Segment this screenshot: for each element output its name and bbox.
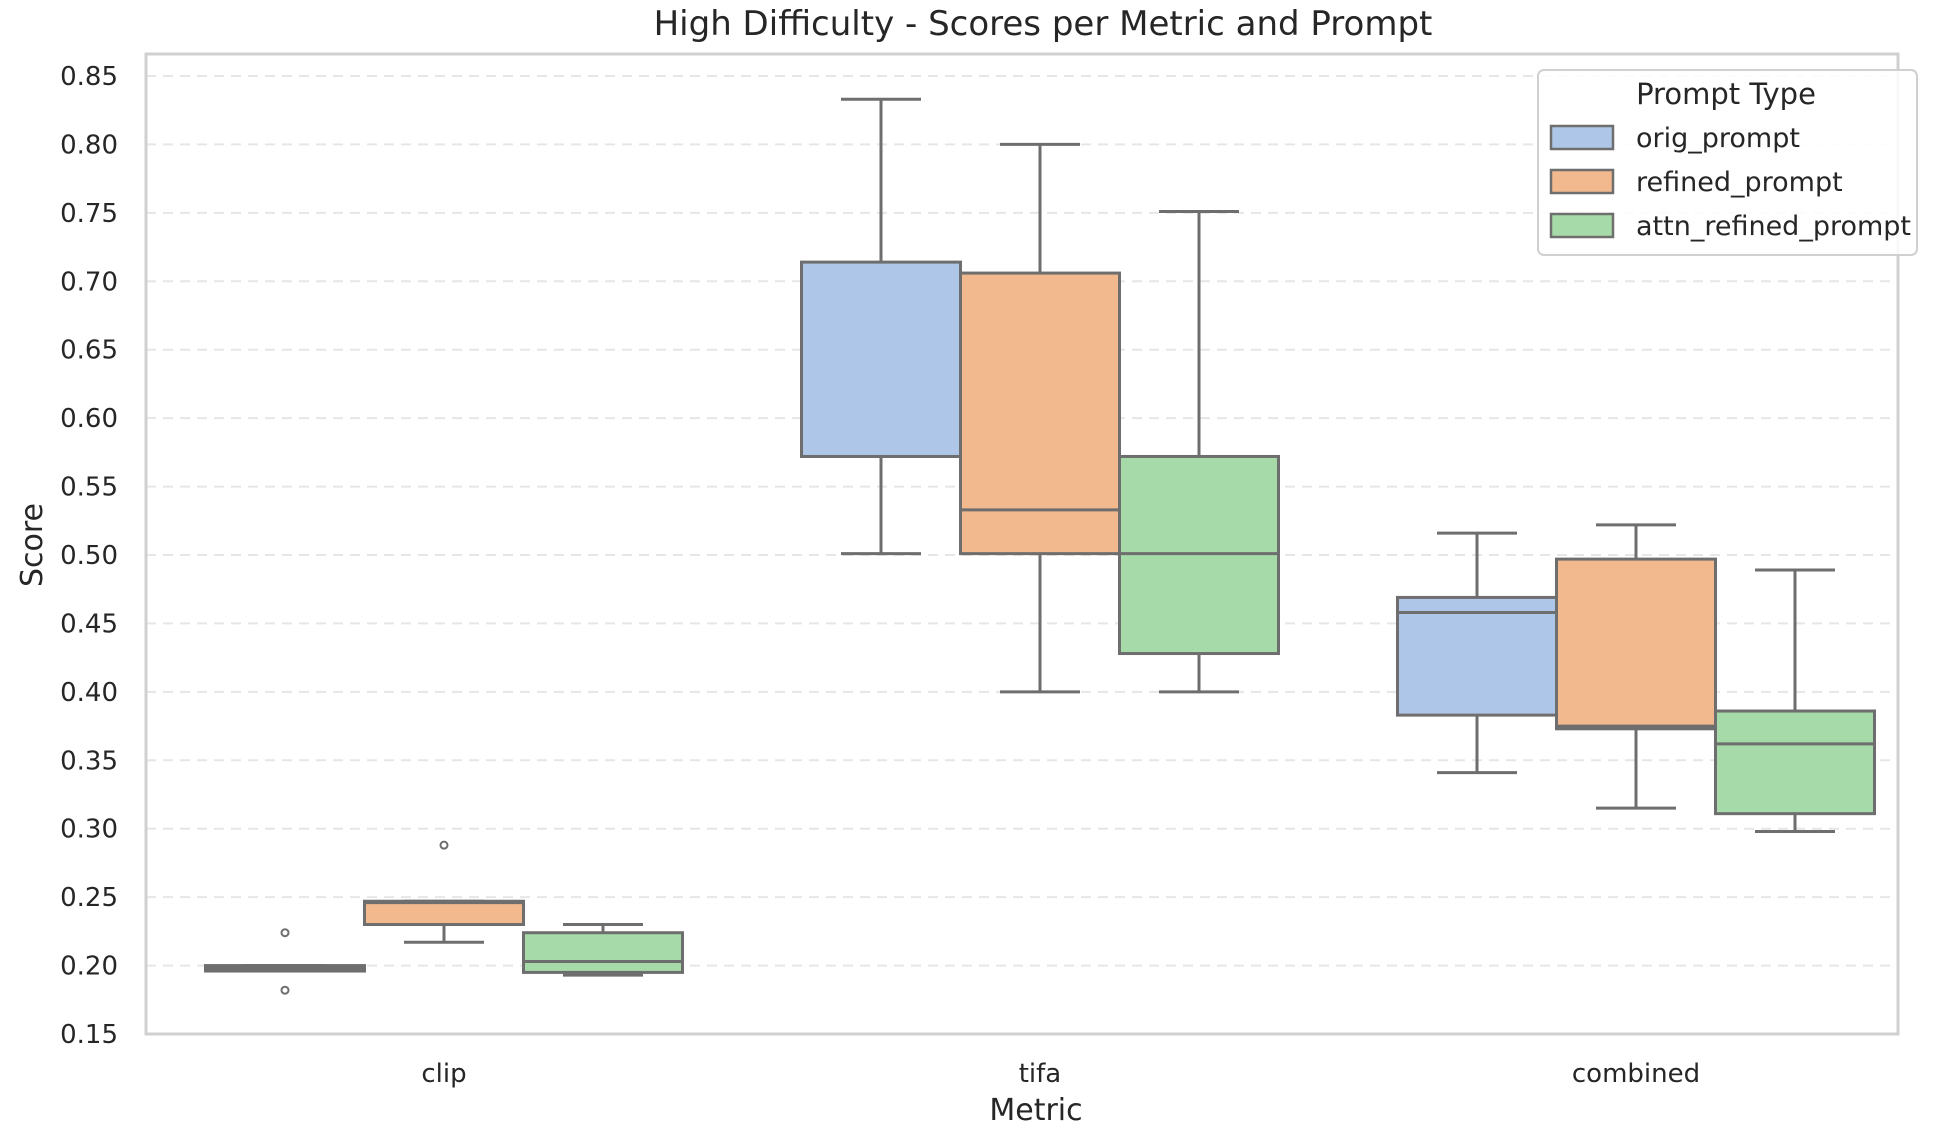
y-tick-label: 0.50 [60, 541, 118, 571]
legend-label: refined_prompt [1636, 167, 1843, 198]
legend: Prompt Type orig_prompt refined_promptatt… [1537, 69, 1918, 256]
iqr-box [1555, 557, 1717, 731]
y-tick-label: 0.80 [60, 130, 118, 160]
legend-label: attn_refined_prompt [1636, 211, 1911, 242]
x-tick-label: combined [1572, 1059, 1700, 1089]
iqr-box [363, 899, 525, 927]
legend-swatch [1549, 168, 1615, 195]
x-tick-label: tifa [1019, 1059, 1062, 1089]
y-axis-ticks: 0.15 0.20 0.25 0.30 0.35 0.40 0.45 0.50 0.55 0.60… [60, 62, 118, 1050]
y-tick-label: 0.45 [60, 609, 118, 639]
y-tick-label: 0.40 [60, 678, 118, 708]
iqr-box [959, 271, 1121, 556]
iqr-box [1396, 595, 1558, 717]
plot-area-frame [144, 52, 1900, 1036]
y-tick-label: 0.20 [60, 952, 118, 982]
chart-title: High Difficulty - Scores per Metric and … [654, 4, 1433, 44]
legend-swatch [1549, 212, 1615, 239]
box-refined_prompt-tifa [959, 142, 1121, 694]
box-attn_refined_prompt-combined [1714, 568, 1876, 833]
y-tick-label: 0.65 [60, 336, 118, 366]
box-orig_prompt-tifa [800, 97, 962, 556]
y-tick-label: 0.25 [60, 883, 118, 913]
legend-item-orig_prompt: orig_prompt [1549, 123, 1800, 154]
box-orig_prompt-clip [204, 928, 366, 995]
y-tick-label: 0.75 [60, 199, 118, 229]
y-tick-label: 0.55 [60, 473, 118, 503]
legend-item-attn_refined_prompt: attn_refined_prompt [1549, 211, 1911, 242]
legend-title: Prompt Type [1636, 77, 1816, 111]
box-attn_refined_prompt-tifa [1118, 209, 1280, 694]
iqr-box [1714, 709, 1876, 816]
y-tick-label: 0.60 [60, 404, 118, 434]
legend-swatch [1549, 124, 1615, 151]
legend-items: orig_prompt refined_prompt attn_refined_pr… [1549, 123, 1911, 242]
box-attn_refined_prompt-clip [522, 923, 684, 977]
iqr-box [522, 931, 684, 974]
box-orig_prompt-combined [1396, 531, 1558, 775]
box-refined_prompt-clip [363, 840, 525, 944]
legend-label: orig_prompt [1636, 123, 1800, 154]
y-tick-label: 0.30 [60, 815, 118, 845]
y-tick-label: 0.35 [60, 746, 118, 776]
x-axis-label: Metric [989, 1093, 1082, 1128]
y-tick-label: 0.70 [60, 267, 118, 297]
outlier-point [439, 840, 449, 850]
outlier-point [280, 985, 290, 995]
outlier-point [280, 928, 290, 938]
y-tick-label: 0.15 [60, 1020, 118, 1050]
boxes [204, 97, 1876, 995]
x-axis-ticks: clip tifa combined [421, 1059, 1700, 1089]
legend-frame [1537, 69, 1918, 256]
legend-item-refined_prompt: refined_prompt [1549, 167, 1843, 198]
y-axis-label: Score [15, 503, 50, 587]
x-tick-label: clip [421, 1059, 466, 1089]
iqr-box [800, 260, 962, 458]
y-tick-label: 0.85 [60, 62, 118, 92]
box-refined_prompt-combined [1555, 523, 1717, 810]
